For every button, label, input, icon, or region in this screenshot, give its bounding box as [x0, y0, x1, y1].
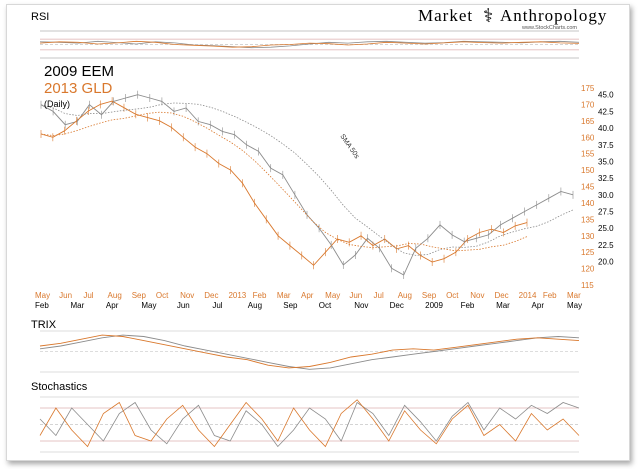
y-tick-eem-0: 45.0 [598, 91, 614, 100]
series-gld-line [40, 100, 528, 266]
x-tick-eem-7: Sep [283, 301, 298, 310]
stochastics-label: Stochastics [31, 381, 88, 393]
x-tick-gld-12: May [325, 291, 340, 300]
series-eem-line [40, 94, 574, 276]
y-tick-gld-12: 115 [581, 281, 594, 290]
y-tick-eem-2: 40.0 [598, 124, 614, 133]
legend-eem: 2009 EEM [44, 63, 115, 80]
x-tick-eem-12: Feb [461, 301, 475, 310]
trix-eem-line [39, 334, 580, 370]
x-tick-eem-3: May [141, 301, 156, 310]
trix-panel [40, 330, 579, 373]
legend-period: (Daily) [44, 99, 70, 109]
y-tick-gld-1: 170 [581, 100, 595, 109]
x-tick-gld-17: Oct [446, 291, 459, 300]
y-tick-eem-10: 20.0 [598, 258, 614, 267]
y-tick-gld-3: 160 [581, 133, 595, 142]
y-tick-gld-6: 145 [581, 183, 595, 192]
rsi-label: RSI [31, 11, 50, 23]
x-tick-gld-16: Sep [422, 291, 437, 300]
x-tick-gld-19: Dec [494, 291, 508, 300]
stochastics-panel [40, 396, 579, 453]
rsi-eem-line [39, 40, 580, 49]
y-tick-eem-5: 32.5 [598, 174, 614, 183]
x-tick-gld-10: Mar [277, 291, 291, 300]
x-tick-eem-11: 2009 [425, 301, 443, 310]
x-tick-gld-4: Sep [132, 291, 147, 300]
y-tick-gld-5: 150 [581, 166, 595, 175]
y-tick-gld-10: 125 [581, 248, 595, 257]
sma-gld-line [40, 111, 528, 252]
y-tick-gld-4: 155 [581, 150, 595, 159]
x-tick-gld-13: Jun [349, 291, 362, 300]
x-tick-gld-18: Nov [470, 291, 484, 300]
sma-eem-line [40, 102, 574, 256]
y-tick-gld-8: 135 [581, 215, 595, 224]
x-tick-gld-1: Jun [59, 291, 72, 300]
x-tick-eem-14: Apr [532, 301, 545, 310]
x-tick-eem-1: Mar [70, 301, 84, 310]
y-tick-eem-7: 27.5 [598, 208, 614, 217]
y-tick-eem-3: 37.5 [598, 141, 614, 150]
brand-logo-icon: ⚕ [483, 5, 494, 27]
x-tick-eem-6: Aug [248, 301, 262, 310]
x-tick-gld-9: Feb [253, 291, 267, 300]
x-tick-gld-5: Oct [156, 291, 169, 300]
trix-label: TRIX [31, 319, 57, 331]
x-tick-eem-13: Mar [496, 301, 510, 310]
x-tick-gld-6: Nov [180, 291, 194, 300]
brand-name-left: Market [418, 6, 474, 25]
x-tick-eem-9: Nov [354, 301, 368, 310]
x-tick-gld-8: 2013 [228, 291, 246, 300]
x-tick-eem-4: Jun [177, 301, 190, 310]
trix-gld-line [39, 334, 580, 369]
chart-svg: 175 170 165 160 155 150 145 140 135 130 125 120 115 4… [35, 30, 614, 453]
x-tick-eem-8: Oct [319, 301, 332, 310]
brand-name-right: Anthropology [500, 6, 608, 25]
rsi-panel [40, 30, 579, 59]
y-tick-gld-0: 175 [581, 84, 595, 93]
y-tick-gld-9: 130 [581, 232, 595, 241]
x-tick-gld-21: Feb [543, 291, 557, 300]
brand-url: www.StockCharts.com [522, 25, 578, 31]
stoch-eem-line [39, 401, 580, 448]
sma-annotation: SMA 50s [338, 133, 360, 160]
x-tick-eem-10: Dec [390, 301, 404, 310]
y-tick-gld-7: 140 [581, 199, 595, 208]
x-tick-eem-0: Feb [35, 301, 49, 310]
x-tick-gld-22: Mar [567, 291, 581, 300]
x-tick-gld-14: Jul [374, 291, 384, 300]
legend-gld: 2013 GLD [44, 80, 113, 97]
x-tick-gld-15: Aug [398, 291, 412, 300]
y-tick-eem-4: 35.0 [598, 157, 614, 166]
rsi-gld-line [39, 40, 580, 48]
chart-frame: 175 170 165 160 155 150 145 140 135 130 125 120 115 4… [6, 4, 630, 461]
x-tick-gld-0: May [35, 291, 50, 300]
y-tick-eem-8: 25.0 [598, 224, 614, 233]
y-tick-eem-6: 30.0 [598, 191, 614, 200]
x-tick-gld-20: 2014 [519, 291, 537, 300]
y-tick-gld-2: 165 [581, 117, 595, 126]
y-tick-eem-1: 42.5 [598, 107, 614, 116]
x-tick-eem-2: Apr [106, 301, 119, 310]
x-tick-gld-2: Jul [83, 291, 93, 300]
y-tick-eem-9: 22.5 [598, 241, 614, 250]
stoch-gld-line [39, 399, 580, 448]
x-tick-gld-7: Dec [204, 291, 218, 300]
x-tick-eem-5: Jul [212, 301, 222, 310]
x-tick-gld-11: Apr [301, 291, 314, 300]
x-tick-eem-15: May [567, 301, 582, 310]
y-tick-gld-11: 120 [581, 265, 595, 274]
x-tick-gld-3: Aug [108, 291, 122, 300]
